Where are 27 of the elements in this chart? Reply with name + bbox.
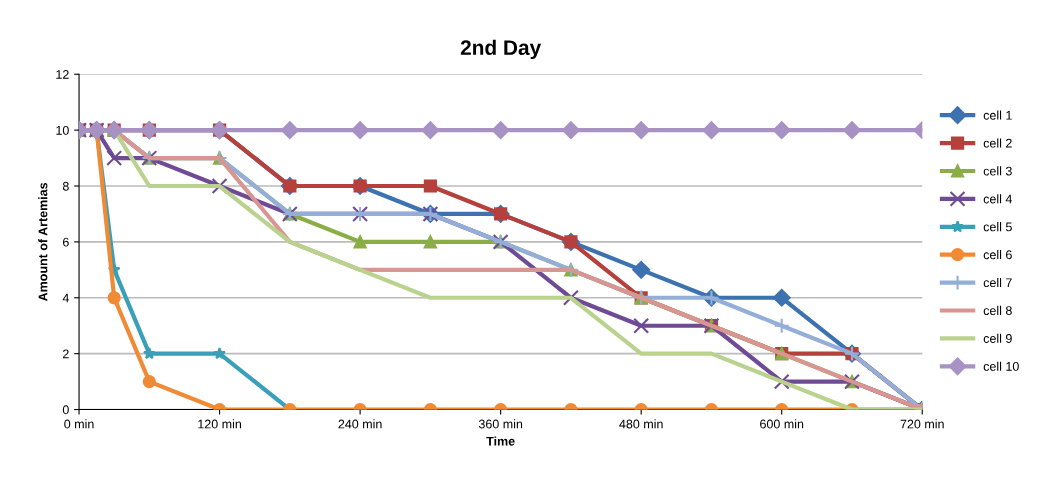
legend-label: cell 4	[983, 194, 1012, 204]
legend-label: cell 3	[983, 166, 1012, 176]
legend-label: cell 1	[983, 110, 1012, 120]
legend-label: cell 6	[983, 250, 1012, 260]
legend-label: cell 8	[983, 305, 1012, 316]
y-tick-label: 8	[62, 181, 69, 191]
y-tick-label: 0	[62, 405, 69, 415]
x-tick-label: 0 min	[64, 419, 94, 429]
x-tick-label: 120 min	[198, 419, 242, 429]
legend-label: cell 2	[983, 138, 1012, 148]
y-axis-title: Amount of Artemias	[38, 182, 48, 302]
y-tick-label: 2	[63, 349, 69, 359]
y-tick-label: 12	[56, 70, 69, 79]
legend-label: cell 7	[983, 277, 1012, 288]
chart-title: 2nd Day	[460, 39, 542, 60]
x-tick-label: 480 min	[619, 419, 663, 429]
x-tick-label: 360 min	[478, 419, 523, 429]
legend-label: cell 9	[983, 333, 1012, 343]
x-tick-label: 600 min	[760, 419, 804, 429]
x-tick-label: 240 min	[338, 419, 382, 429]
legend-label: cell 5	[983, 222, 1012, 232]
x-tick-label: 720 min	[900, 419, 944, 429]
y-tick-label: 4	[62, 293, 69, 303]
x-axis-title: Time	[486, 436, 515, 446]
legend-label: cell 10	[983, 361, 1019, 371]
y-tick-label: 6	[63, 237, 69, 247]
y-tick-label: 10	[56, 125, 69, 135]
